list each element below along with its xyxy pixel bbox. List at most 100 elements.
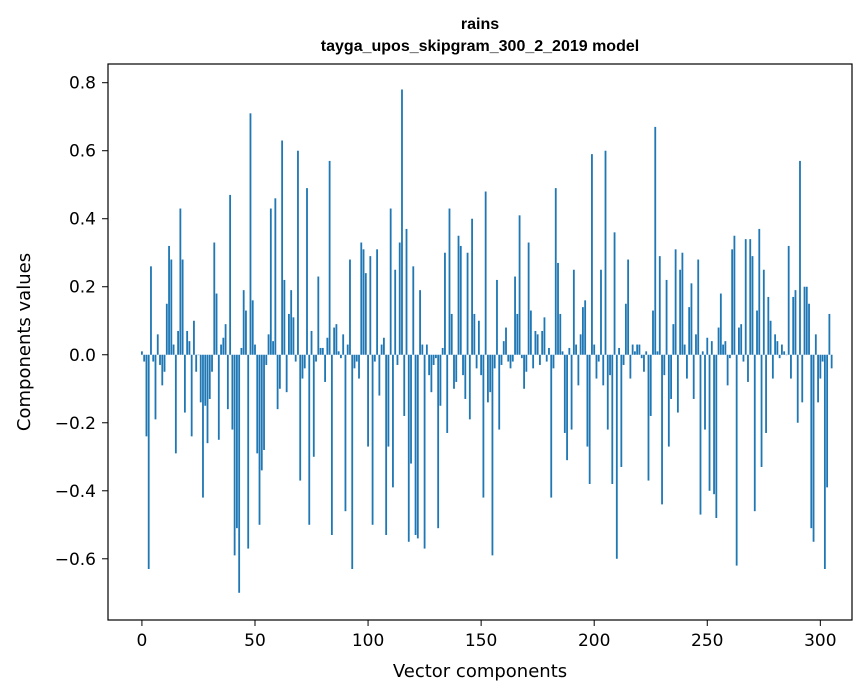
bar xyxy=(321,347,324,355)
bar xyxy=(749,239,752,355)
x-axis-label: Vector components xyxy=(393,661,567,682)
bar xyxy=(679,269,682,355)
bar xyxy=(448,208,451,355)
bar xyxy=(636,344,639,355)
bar xyxy=(288,313,290,355)
bar xyxy=(439,354,442,406)
bar xyxy=(550,354,553,498)
bar xyxy=(796,354,799,423)
bar xyxy=(532,354,535,369)
bar xyxy=(215,293,218,355)
bar xyxy=(762,269,765,355)
bar xyxy=(319,347,322,355)
bar xyxy=(242,290,245,355)
bar xyxy=(500,354,503,365)
bar xyxy=(502,341,505,355)
bar xyxy=(269,208,272,355)
bar xyxy=(278,354,281,389)
bar xyxy=(667,354,670,447)
bar xyxy=(358,354,360,379)
bar xyxy=(231,354,234,430)
bar xyxy=(315,354,317,362)
bar xyxy=(756,310,758,355)
bar xyxy=(283,279,286,355)
bar xyxy=(229,194,232,355)
bar xyxy=(738,327,740,355)
bar xyxy=(281,140,284,355)
bar xyxy=(665,279,668,355)
bar xyxy=(563,354,566,433)
bar xyxy=(364,273,367,355)
bar xyxy=(301,354,304,379)
bar xyxy=(471,218,473,355)
y-tick-label: −0.2 xyxy=(55,414,96,434)
bar xyxy=(557,262,559,355)
bar xyxy=(758,228,761,355)
bar xyxy=(708,354,711,491)
bar xyxy=(719,293,722,355)
bar xyxy=(604,150,607,355)
bar xyxy=(577,354,580,386)
bar xyxy=(568,347,571,355)
bar xyxy=(378,354,381,396)
bar xyxy=(484,191,487,355)
bar xyxy=(536,334,539,355)
bar xyxy=(548,347,550,355)
bar xyxy=(186,330,189,355)
bar xyxy=(823,354,826,569)
bar xyxy=(143,354,146,362)
bar xyxy=(658,256,661,355)
bar xyxy=(226,354,229,410)
y-tick-label: −0.6 xyxy=(55,550,96,570)
bar xyxy=(297,150,299,355)
bar xyxy=(367,354,369,447)
bar xyxy=(647,354,650,481)
bar xyxy=(177,330,180,355)
y-tick-label: −0.4 xyxy=(55,482,96,502)
bar xyxy=(179,208,182,355)
bar xyxy=(195,354,198,372)
bar xyxy=(713,354,715,495)
bar xyxy=(432,354,435,365)
bar xyxy=(593,344,596,355)
bar xyxy=(606,354,609,430)
bar xyxy=(303,354,306,369)
bar xyxy=(627,259,630,355)
bar xyxy=(821,354,824,362)
bar xyxy=(423,354,426,549)
bar xyxy=(516,313,519,355)
bar xyxy=(654,126,657,355)
bar xyxy=(790,354,792,379)
bar xyxy=(254,344,256,355)
bar xyxy=(340,354,342,359)
bar xyxy=(480,354,483,376)
bar xyxy=(414,354,417,535)
bar xyxy=(236,354,238,529)
bar xyxy=(290,290,293,355)
bar xyxy=(799,160,801,355)
bar xyxy=(272,341,274,355)
bar xyxy=(256,354,259,454)
bar xyxy=(586,354,589,447)
bar xyxy=(683,344,686,355)
bar xyxy=(455,354,458,382)
bar xyxy=(310,330,313,355)
bar xyxy=(584,300,587,355)
bar xyxy=(141,351,143,355)
bar xyxy=(742,354,745,362)
bar xyxy=(518,215,521,355)
bar xyxy=(441,347,444,355)
bar xyxy=(351,354,354,569)
bar xyxy=(575,344,578,355)
bar xyxy=(156,334,159,355)
bar xyxy=(152,354,155,362)
bar xyxy=(385,354,388,535)
bar xyxy=(161,354,164,386)
x-tick-label: 250 xyxy=(691,631,723,651)
bar xyxy=(220,344,222,355)
bar xyxy=(193,320,195,355)
bar xyxy=(496,279,498,355)
bar xyxy=(624,303,627,355)
bar xyxy=(292,317,295,355)
bar xyxy=(690,283,693,355)
